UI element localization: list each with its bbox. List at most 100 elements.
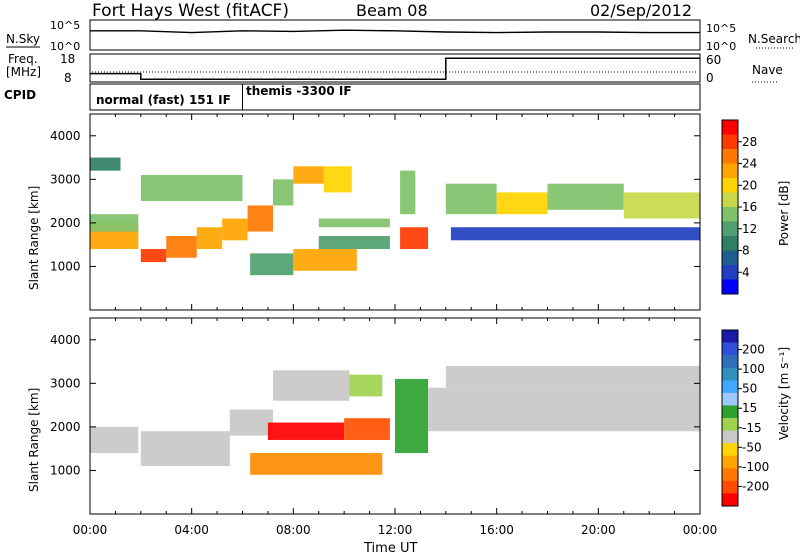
- power-colorbar-swatch-5: [722, 192, 738, 208]
- power-colorbar-swatch-1: [722, 134, 738, 150]
- power-mark-10: [293, 166, 324, 184]
- velocity-colorbar-swatch-8: [722, 430, 738, 444]
- velocity-colorbar-swatches: [722, 330, 738, 507]
- velocity-mark-7: [250, 453, 383, 475]
- velocity-mark-3: [273, 370, 350, 401]
- velocity-ytick-label-3: 1000: [50, 463, 81, 477]
- power-mark-4: [166, 235, 197, 258]
- velocity-colorbar-swatch-7: [722, 418, 738, 432]
- freq-label-2: [MHz]: [6, 65, 41, 79]
- velocity-marks: [90, 365, 700, 475]
- power-colorbar-tick-label-5: 8: [742, 244, 750, 258]
- velocity-colorbar-tick-label-7: -200: [742, 479, 769, 493]
- power-mark-13: [318, 235, 390, 250]
- velocity-colorbar-tick-label-3: 15: [742, 401, 757, 415]
- power-yticks: 4000 3000 2000 1000: [50, 129, 700, 273]
- freq-label-1: Freq.: [8, 52, 38, 66]
- power-mark-16: [400, 227, 429, 250]
- velocity-panel: Slant Range [km] 4000 3000 2000 1000: [27, 317, 701, 515]
- noise-sky-line: [90, 29, 700, 34]
- noise-right-tick-bottom: 10^0: [706, 40, 736, 53]
- velocity-mark-10: [445, 365, 700, 388]
- velocity-colorbar-swatch-10: [722, 455, 738, 469]
- power-mark-11: [323, 166, 352, 193]
- power-colorbar-tick-label-2: 20: [742, 178, 757, 192]
- power-mark-18: [445, 183, 497, 215]
- power-mark-6: [222, 218, 248, 241]
- power-mark-19: [496, 192, 548, 215]
- velocity-colorbar-tick-label-4: -15: [742, 421, 762, 435]
- velocity-colorbar-tick-label-5: -50: [742, 440, 762, 454]
- velocity-colorbar-swatch-12: [722, 480, 738, 494]
- power-colorbar-swatch-8: [722, 236, 738, 251]
- date-label: 02/Sep/2012: [590, 1, 692, 20]
- power-colorbar-tick-label-4: 12: [742, 222, 757, 236]
- freq-tick-bottom: 8: [64, 71, 72, 85]
- noise-right-label: N.Search: [748, 32, 800, 46]
- velocity-colorbar-title: Velocity [m s⁻¹]: [777, 347, 791, 440]
- cpid-mode-themis: themis -3300 IF: [246, 84, 352, 98]
- velocity-xticks: [89, 318, 701, 514]
- velocity-colorbar-swatch-1: [722, 342, 738, 356]
- power-mark-20: [547, 183, 624, 210]
- velocity-ylabel: Slant Range [km]: [27, 388, 41, 492]
- time-tick-label-1: 04:00: [174, 523, 209, 537]
- velocity-mark-2: [229, 409, 273, 436]
- power-ytick-label-0: 4000: [50, 129, 81, 143]
- power-mark-21: [623, 192, 700, 219]
- velocity-mark-1: [140, 431, 230, 467]
- velocity-mark-5: [267, 422, 345, 440]
- power-colorbar-ticks: 28 24 20 16 12 8 4: [738, 135, 757, 279]
- velocity-colorbar-swatch-9: [722, 443, 738, 457]
- velocity-colorbar-tick-label-0: 200: [742, 343, 765, 357]
- velocity-mark-9: [428, 387, 700, 432]
- time-tick-label-4: 16:00: [479, 523, 514, 537]
- nave-label: Nave: [752, 63, 783, 77]
- power-mark-12: [318, 218, 390, 228]
- power-colorbar-tick-label-3: 16: [742, 200, 757, 214]
- power-colorbar-swatch-10: [722, 265, 738, 280]
- power-colorbar-swatch-2: [722, 149, 738, 164]
- velocity-mark-6: [344, 418, 390, 440]
- power-ytick-label-3: 1000: [50, 259, 81, 273]
- velocity-colorbar-swatch-0: [722, 330, 738, 344]
- freq-line: [90, 57, 700, 80]
- power-mark-22: [450, 227, 700, 241]
- power-colorbar-swatch-7: [722, 221, 738, 237]
- velocity-mark-8: [395, 378, 429, 454]
- velocity-colorbar-swatch-11: [722, 468, 738, 482]
- velocity-ytick-label-1: 3000: [50, 376, 81, 390]
- velocity-mark-4: [349, 374, 383, 397]
- velocity-colorbar-tick-label-2: 50: [742, 382, 757, 396]
- power-colorbar-tick-label-0: 28: [742, 135, 757, 149]
- power-colorbar-swatch-3: [722, 163, 738, 179]
- time-axis-title: Time UT: [363, 541, 417, 554]
- site-title: Fort Hays West (fitACF): [92, 1, 289, 21]
- cpid-mode-normal: normal (fast) 151 IF: [96, 93, 231, 107]
- noise-right-tick-top: 10^5: [706, 22, 736, 35]
- noise-left-tick-top: 10^5: [50, 19, 80, 32]
- power-colorbar-swatch-4: [722, 178, 738, 193]
- power-mark-15: [293, 249, 357, 271]
- velocity-yticks: 4000 3000 2000 1000: [50, 333, 700, 477]
- freq-panel: Freq. [MHz] 18 8 60 0 Nave: [6, 52, 783, 85]
- power-mark-8: [140, 174, 243, 202]
- power-mark-7: [247, 205, 273, 232]
- power-colorbar: 28 24 20 16 12 8 4 Power [dB]: [721, 119, 791, 295]
- velocity-colorbar-swatch-2: [722, 355, 738, 369]
- time-tick-label-2: 08:00: [276, 523, 311, 537]
- velocity-ytick-label-0: 4000: [50, 333, 81, 347]
- velocity-ytick-label-2: 2000: [50, 420, 81, 434]
- cpid-row: CPID normal (fast) 151 IF themis -3300 I…: [4, 83, 701, 111]
- power-colorbar-swatch-0: [722, 120, 738, 135]
- velocity-colorbar-ticks: 200 100 50 15 -15 -50 -100 -200: [738, 343, 769, 493]
- power-mark-14: [250, 253, 294, 276]
- power-marks: [90, 157, 700, 276]
- noise-left-label: N.Sky: [6, 32, 40, 46]
- velocity-colorbar-swatch-3: [722, 367, 738, 381]
- power-ytick-label-2: 2000: [50, 216, 81, 230]
- power-colorbar-swatch-11: [722, 279, 738, 295]
- velocity-colorbar-tick-label-6: -100: [742, 460, 769, 474]
- velocity-colorbar-swatch-5: [722, 392, 738, 406]
